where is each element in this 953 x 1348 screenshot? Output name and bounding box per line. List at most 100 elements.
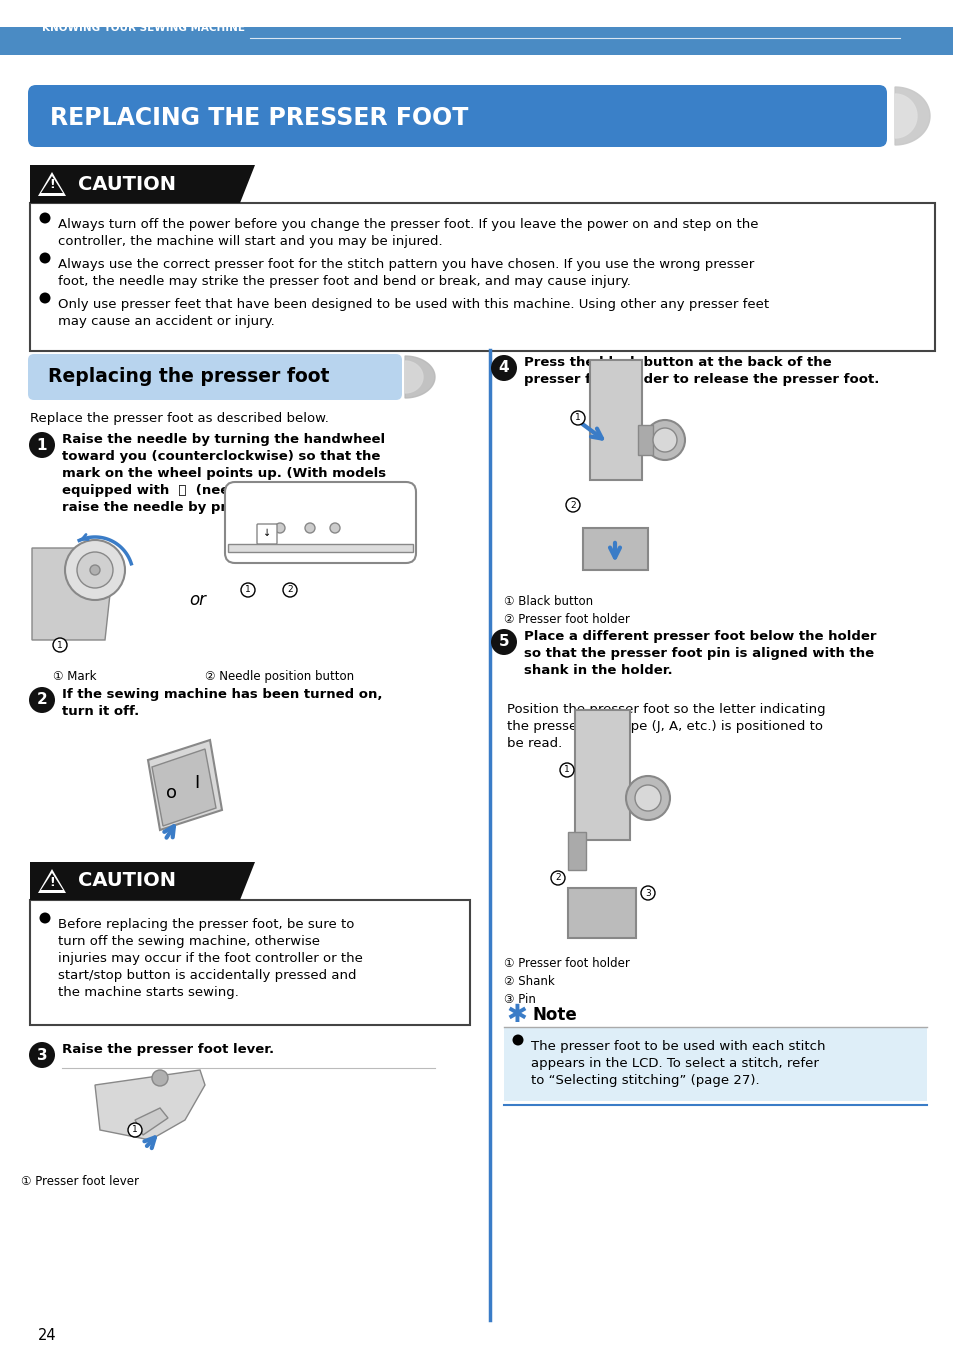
Text: 2: 2 bbox=[570, 500, 576, 510]
Circle shape bbox=[491, 355, 517, 381]
Circle shape bbox=[491, 630, 517, 655]
Text: 4: 4 bbox=[498, 360, 509, 376]
Circle shape bbox=[565, 497, 579, 512]
Circle shape bbox=[128, 1123, 142, 1136]
Circle shape bbox=[29, 431, 55, 458]
FancyBboxPatch shape bbox=[0, 27, 953, 55]
Circle shape bbox=[53, 638, 67, 652]
FancyBboxPatch shape bbox=[225, 483, 416, 563]
Circle shape bbox=[39, 252, 51, 263]
Circle shape bbox=[39, 213, 51, 224]
Circle shape bbox=[29, 1042, 55, 1068]
Text: REPLACING THE PRESSER FOOT: REPLACING THE PRESSER FOOT bbox=[50, 106, 468, 129]
Polygon shape bbox=[135, 1108, 168, 1135]
Circle shape bbox=[65, 541, 125, 600]
Text: ① Presser foot lever: ① Presser foot lever bbox=[21, 1175, 139, 1188]
Text: 5: 5 bbox=[498, 635, 509, 650]
FancyBboxPatch shape bbox=[567, 832, 585, 869]
Text: CAUTION: CAUTION bbox=[78, 872, 175, 891]
Circle shape bbox=[241, 582, 254, 597]
Circle shape bbox=[283, 582, 296, 597]
FancyBboxPatch shape bbox=[30, 204, 934, 350]
Text: CAUTION: CAUTION bbox=[78, 174, 175, 194]
Circle shape bbox=[644, 421, 684, 460]
Circle shape bbox=[152, 1070, 168, 1086]
Circle shape bbox=[29, 687, 55, 713]
Text: If the sewing machine has been turned on,
turn it off.: If the sewing machine has been turned on… bbox=[62, 687, 382, 718]
Text: Only use presser feet that have been designed to be used with this machine. Usin: Only use presser feet that have been des… bbox=[58, 298, 768, 328]
Text: ① Mark: ① Mark bbox=[53, 670, 96, 683]
FancyBboxPatch shape bbox=[575, 710, 629, 840]
Circle shape bbox=[652, 429, 677, 452]
Text: or: or bbox=[190, 590, 206, 609]
FancyBboxPatch shape bbox=[30, 900, 470, 1024]
FancyBboxPatch shape bbox=[589, 360, 641, 480]
Polygon shape bbox=[894, 94, 916, 137]
Circle shape bbox=[90, 565, 100, 576]
Text: Place a different presser foot below the holder
so that the presser foot pin is : Place a different presser foot below the… bbox=[523, 630, 876, 677]
Circle shape bbox=[635, 785, 660, 811]
Polygon shape bbox=[38, 869, 66, 892]
Text: Replacing the presser foot: Replacing the presser foot bbox=[48, 368, 329, 387]
FancyBboxPatch shape bbox=[28, 355, 401, 400]
Text: !: ! bbox=[49, 875, 55, 888]
Polygon shape bbox=[148, 740, 222, 830]
Polygon shape bbox=[95, 1070, 205, 1140]
Text: ② Shank: ② Shank bbox=[503, 975, 554, 988]
Text: Raise the needle by turning the handwheel
toward you (counterclockwise) so that : Raise the needle by turning the handwhee… bbox=[62, 433, 414, 514]
Text: o: o bbox=[167, 785, 177, 802]
FancyBboxPatch shape bbox=[638, 425, 652, 456]
Polygon shape bbox=[30, 861, 254, 900]
Circle shape bbox=[559, 763, 574, 776]
Text: 1: 1 bbox=[37, 438, 48, 453]
Text: 3: 3 bbox=[644, 888, 650, 898]
Text: Note: Note bbox=[533, 1006, 578, 1024]
Polygon shape bbox=[32, 549, 115, 640]
Text: 2: 2 bbox=[287, 585, 293, 594]
Text: 1: 1 bbox=[57, 640, 63, 650]
Text: 2: 2 bbox=[36, 693, 48, 708]
Text: ① Black button: ① Black button bbox=[503, 594, 593, 608]
Polygon shape bbox=[405, 361, 422, 394]
Circle shape bbox=[305, 523, 314, 532]
Text: ① Presser foot holder: ① Presser foot holder bbox=[503, 957, 629, 971]
Circle shape bbox=[625, 776, 669, 820]
Circle shape bbox=[274, 523, 285, 532]
Polygon shape bbox=[894, 88, 929, 146]
Polygon shape bbox=[41, 874, 63, 890]
Text: Press the black button at the back of the
presser foot holder to release the pre: Press the black button at the back of th… bbox=[523, 356, 879, 386]
Circle shape bbox=[512, 1034, 523, 1046]
Text: Always use the correct presser foot for the stitch pattern you have chosen. If y: Always use the correct presser foot for … bbox=[58, 257, 754, 288]
FancyBboxPatch shape bbox=[228, 545, 413, 551]
Circle shape bbox=[551, 871, 564, 886]
Circle shape bbox=[39, 293, 51, 303]
Text: ✱: ✱ bbox=[505, 1003, 526, 1027]
Text: Before replacing the presser foot, be sure to
turn off the sewing machine, other: Before replacing the presser foot, be su… bbox=[58, 918, 362, 999]
FancyBboxPatch shape bbox=[582, 528, 647, 570]
Text: 1: 1 bbox=[563, 766, 569, 775]
Polygon shape bbox=[405, 356, 435, 398]
Polygon shape bbox=[41, 177, 63, 193]
Text: 2: 2 bbox=[555, 874, 560, 883]
Text: Raise the presser foot lever.: Raise the presser foot lever. bbox=[62, 1043, 274, 1055]
Text: Position the presser foot so the letter indicating
the presser foot type (J, A, : Position the presser foot so the letter … bbox=[506, 704, 824, 749]
Polygon shape bbox=[38, 173, 66, 195]
Circle shape bbox=[330, 523, 339, 532]
Text: Replace the presser foot as described below.: Replace the presser foot as described be… bbox=[30, 412, 329, 425]
Text: The presser foot to be used with each stitch
appears in the LCD. To select a sti: The presser foot to be used with each st… bbox=[531, 1041, 824, 1086]
Text: ③ Pin: ③ Pin bbox=[503, 993, 536, 1006]
FancyBboxPatch shape bbox=[567, 888, 636, 938]
Circle shape bbox=[77, 551, 112, 588]
Circle shape bbox=[640, 886, 655, 900]
Text: 3: 3 bbox=[36, 1047, 48, 1062]
Text: 1: 1 bbox=[132, 1126, 138, 1135]
Text: 1: 1 bbox=[575, 414, 580, 422]
Circle shape bbox=[571, 411, 584, 425]
Text: !: ! bbox=[49, 178, 55, 191]
Text: ② Presser foot holder: ② Presser foot holder bbox=[503, 613, 629, 625]
Text: Always turn off the power before you change the presser foot. If you leave the p: Always turn off the power before you cha… bbox=[58, 218, 758, 248]
Polygon shape bbox=[152, 749, 215, 826]
FancyBboxPatch shape bbox=[28, 85, 886, 147]
Text: 24: 24 bbox=[38, 1328, 56, 1343]
FancyBboxPatch shape bbox=[503, 1027, 926, 1101]
